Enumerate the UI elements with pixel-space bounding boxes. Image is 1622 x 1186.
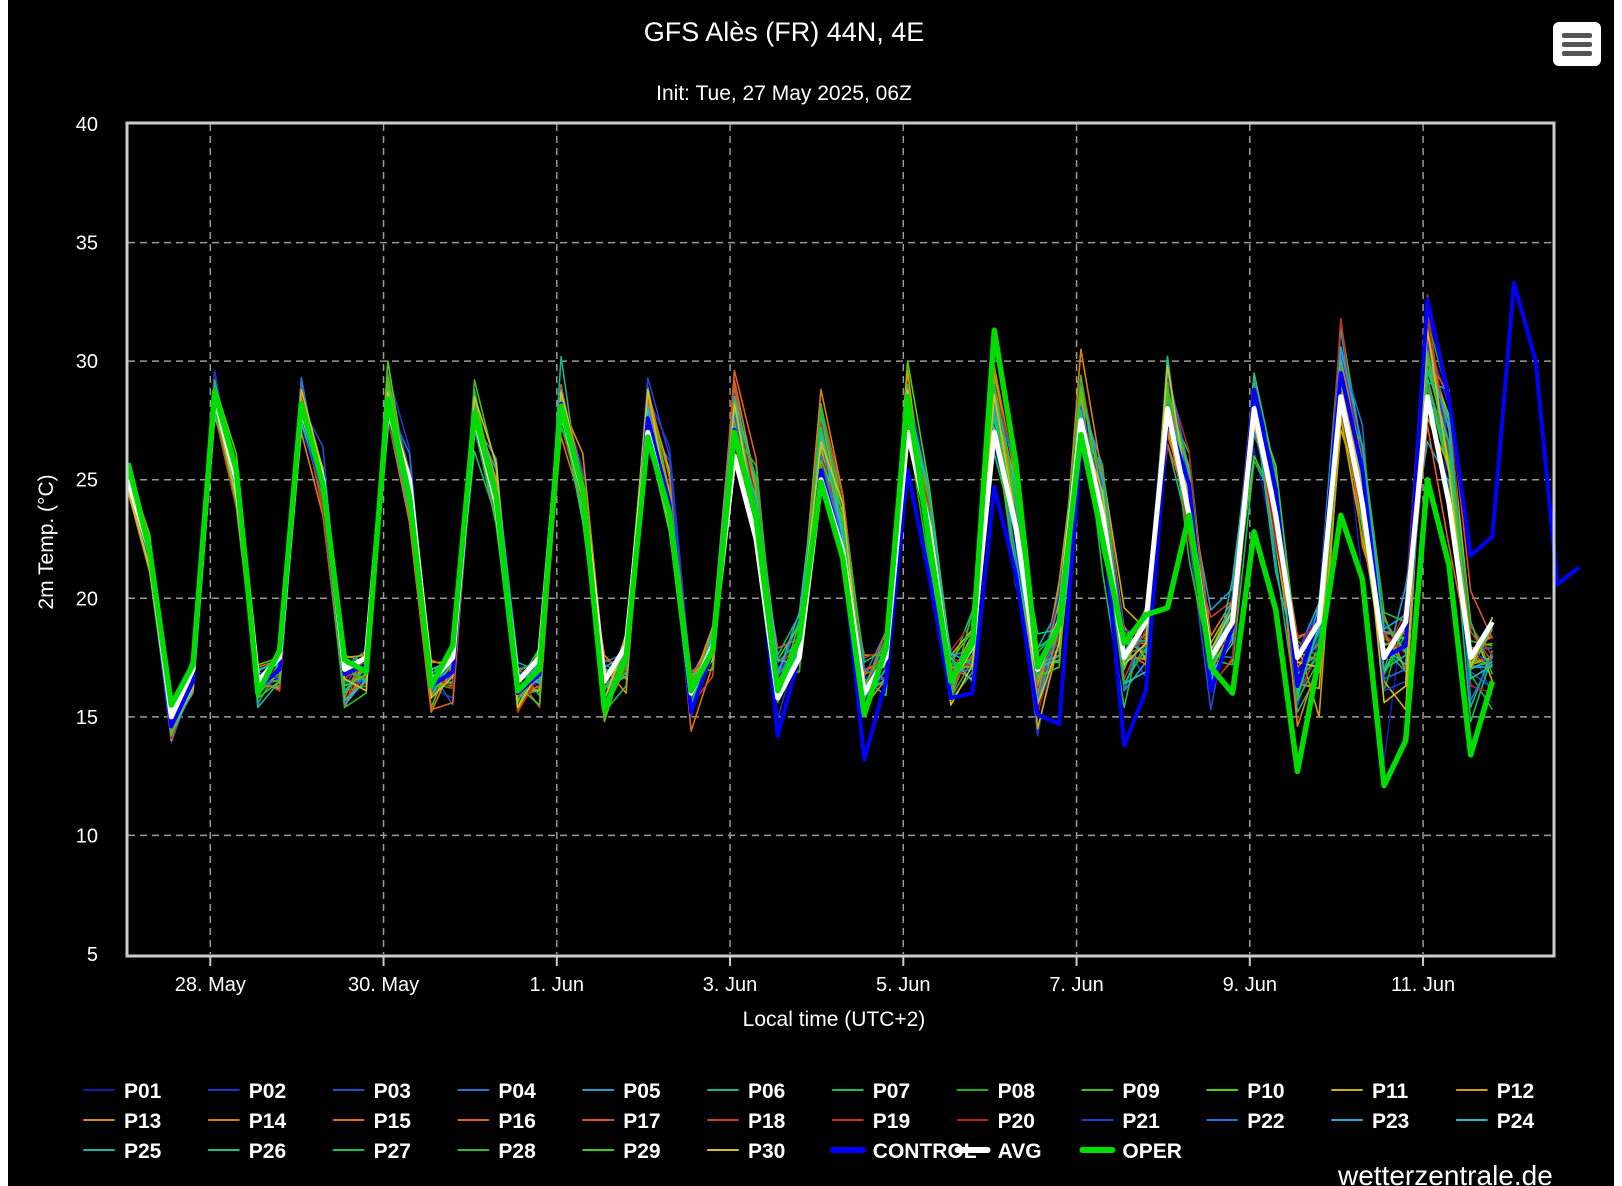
chart-subtitle: Init: Tue, 27 May 2025, 06Z — [656, 82, 912, 105]
legend-item-p30[interactable]: P30 — [748, 1140, 785, 1163]
legend-item-oper[interactable]: OPER — [1122, 1140, 1182, 1163]
legend-item-p23[interactable]: P23 — [1372, 1110, 1409, 1133]
legend-item-p15[interactable]: P15 — [374, 1110, 412, 1133]
x-tick-label: 5. Jun — [876, 974, 930, 996]
legend-item-p24[interactable]: P24 — [1497, 1110, 1535, 1133]
legend-item-p13[interactable]: P13 — [124, 1110, 161, 1133]
legend-item-p08[interactable]: P08 — [998, 1080, 1036, 1103]
x-tick-label: 3. Jun — [703, 974, 757, 996]
legend-item-p18[interactable]: P18 — [748, 1110, 786, 1133]
legend-item-p07[interactable]: P07 — [873, 1080, 910, 1103]
legend-item-p19[interactable]: P19 — [873, 1110, 910, 1133]
legend-item-p29[interactable]: P29 — [623, 1140, 660, 1163]
hamburger-menu-button[interactable] — [1553, 22, 1601, 66]
legend-item-p11[interactable]: P11 — [1372, 1080, 1409, 1103]
legend-item-p05[interactable]: P05 — [623, 1080, 661, 1103]
y-tick-label: 5 — [87, 944, 98, 966]
legend-item-p01[interactable]: P01 — [124, 1080, 162, 1103]
x-tick-label: 9. Jun — [1223, 974, 1277, 996]
legend-item-avg[interactable]: AVG — [998, 1140, 1042, 1163]
y-tick-label: 35 — [76, 233, 98, 255]
y-tick-label: 15 — [76, 707, 98, 729]
legend-item-p03[interactable]: P03 — [374, 1080, 411, 1103]
legend-item-p27[interactable]: P27 — [374, 1140, 411, 1163]
legend: P01 P02 P03 P04 P05 P06 P07 P08 P09 P10 P11 P12 P13 P… — [83, 1080, 1535, 1163]
series-line-oper — [125, 327, 1496, 789]
x-axis-label: Local time (UTC+2) — [743, 1008, 926, 1031]
legend-item-p16[interactable]: P16 — [498, 1110, 535, 1133]
x-tick-label: 30. May — [348, 974, 419, 996]
legend-item-p22[interactable]: P22 — [1247, 1110, 1284, 1133]
legend-item-p09[interactable]: P09 — [1122, 1080, 1159, 1103]
legend-item-p10[interactable]: P10 — [1247, 1080, 1284, 1103]
legend-item-control[interactable]: CONTROL — [873, 1140, 977, 1163]
y-tick-label: 25 — [76, 470, 98, 492]
watermark: wetterzentrale.de — [1338, 1160, 1553, 1186]
chart-svg: GFS Alès (FR) 44N, 4E Init: Tue, 27 May … — [35, 17, 1581, 1163]
legend-item-p21[interactable]: P21 — [1122, 1110, 1160, 1133]
legend-item-p02[interactable]: P02 — [249, 1080, 286, 1103]
x-tick-label: 28. May — [175, 974, 246, 996]
chart-title: GFS Alès (FR) 44N, 4E — [644, 17, 925, 47]
y-tick-label: 30 — [76, 351, 98, 373]
y-tick-label: 40 — [76, 114, 98, 136]
y-axis-label: 2m Temp. (°C) — [35, 474, 58, 609]
legend-item-p26[interactable]: P26 — [249, 1140, 286, 1163]
legend-item-p25[interactable]: P25 — [124, 1140, 162, 1163]
legend-item-p28[interactable]: P28 — [498, 1140, 536, 1163]
y-tick-labels: 5 10 15 20 25 30 35 40 — [76, 114, 98, 966]
legend-item-p06[interactable]: P06 — [748, 1080, 785, 1103]
y-tick-label: 20 — [76, 588, 98, 610]
x-tick-labels: 28. May 30. May 1. Jun 3. Jun 5. Jun 7. Jun 9.… — [175, 974, 1455, 996]
x-tick-label: 7. Jun — [1049, 974, 1103, 996]
x-tick-label: 1. Jun — [530, 974, 584, 996]
plot-border — [125, 121, 1556, 958]
legend-item-p04[interactable]: P04 — [498, 1080, 536, 1103]
chart-frame: GFS Alès (FR) 44N, 4E Init: Tue, 27 May … — [8, 0, 1614, 1186]
legend-item-p12[interactable]: P12 — [1497, 1080, 1534, 1103]
legend-item-p17[interactable]: P17 — [623, 1110, 660, 1133]
y-tick-label: 10 — [76, 825, 98, 847]
legend-item-p14[interactable]: P14 — [249, 1110, 287, 1133]
series-lines — [125, 280, 1581, 789]
x-tick-label: 11. Jun — [1391, 974, 1455, 996]
legend-item-p20[interactable]: P20 — [998, 1110, 1035, 1133]
